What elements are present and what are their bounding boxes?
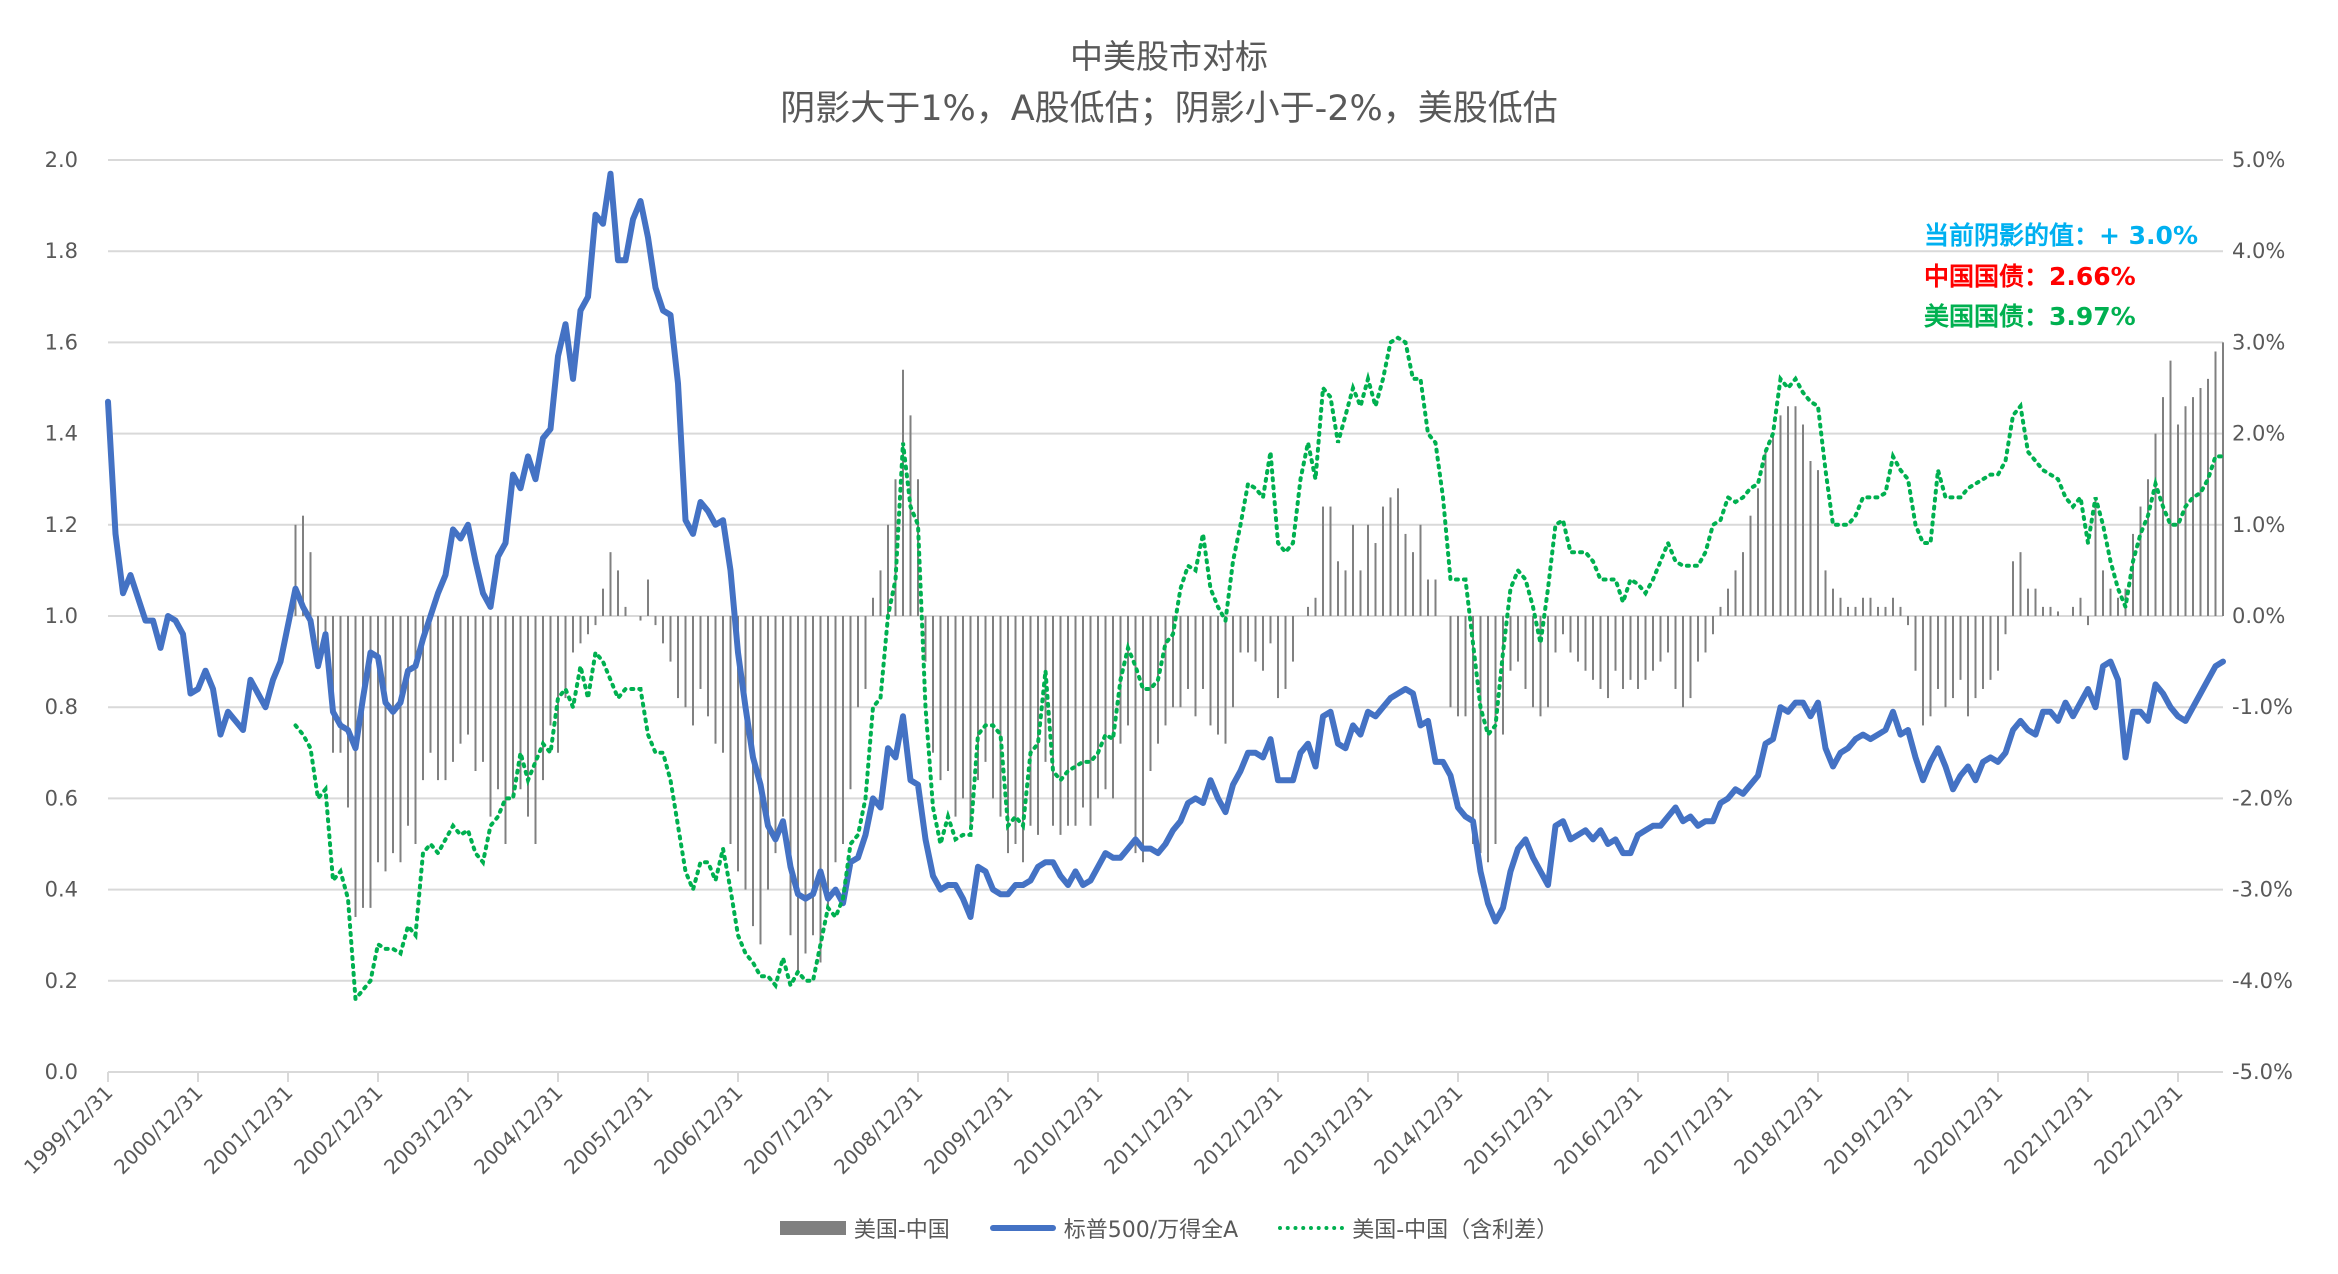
x-tick-label: 2000/12/31 bbox=[109, 1081, 207, 1179]
y-left-tick-label: 0.6 bbox=[45, 786, 78, 810]
y-right-tick-label: -5.0% bbox=[2232, 1060, 2293, 1084]
y-left-tick-label: 2.0 bbox=[45, 148, 78, 172]
y-right-tick-label: 0.0% bbox=[2232, 604, 2285, 628]
x-tick-label: 2020/12/31 bbox=[1909, 1081, 2007, 1179]
x-tick-label: 2015/12/31 bbox=[1459, 1081, 1557, 1179]
y-left-tick-label: 0.4 bbox=[45, 878, 78, 902]
x-tick-label: 2003/12/31 bbox=[379, 1081, 477, 1179]
y-left-tick-label: 1.2 bbox=[45, 513, 78, 537]
line-us-minus-china-with-spread bbox=[293, 335, 2225, 1005]
x-tick-label: 2013/12/31 bbox=[1279, 1081, 1377, 1179]
y-right-tick-label: 1.0% bbox=[2232, 513, 2285, 537]
y-left-tick-label: 1.6 bbox=[45, 330, 78, 354]
chart-title: 中美股市对标 bbox=[1070, 37, 1268, 76]
x-tick-label: 2004/12/31 bbox=[469, 1081, 567, 1179]
x-tick-label: 2018/12/31 bbox=[1729, 1081, 1827, 1179]
annotation-china-bond: 中国国债：2.66% bbox=[1924, 262, 2136, 291]
y-left-tick-label: 1.8 bbox=[45, 239, 78, 263]
x-tick-label: 2002/12/31 bbox=[289, 1081, 387, 1179]
y-right-tick-label: -1.0% bbox=[2232, 695, 2293, 719]
x-tick-label: 2017/12/31 bbox=[1639, 1081, 1737, 1179]
x-tick-label: 2009/12/31 bbox=[919, 1081, 1017, 1179]
y-right-tick-label: -4.0% bbox=[2232, 969, 2293, 993]
x-tick-label: 2008/12/31 bbox=[829, 1081, 927, 1179]
legend-swatch-dotted bbox=[1278, 1226, 1345, 1230]
annotation-current-shadow: 当前阴影的值：+ 3.0% bbox=[1924, 221, 2198, 250]
x-tick-label: 2012/12/31 bbox=[1189, 1081, 1287, 1179]
x-tick-label: 1999/12/31 bbox=[19, 1081, 117, 1179]
y-right-tick-label: 4.0% bbox=[2232, 239, 2285, 263]
legend-swatch-bar bbox=[779, 1221, 846, 1235]
line-sp500-wind-a bbox=[105, 170, 2226, 925]
y-right-tick-label: -2.0% bbox=[2232, 786, 2293, 810]
chart-subtitle: 阴影大于1%，A股低估；阴影小于-2%，美股低估 bbox=[780, 89, 1558, 129]
x-tick-label: 2019/12/31 bbox=[1819, 1081, 1917, 1179]
legend-item-bar: 美国-中国 bbox=[779, 1212, 950, 1244]
x-tick-label: 2001/12/31 bbox=[199, 1081, 297, 1179]
y-right-tick-label: 5.0% bbox=[2232, 148, 2285, 172]
x-tick-label: 2011/12/31 bbox=[1099, 1081, 1197, 1179]
y-left-tick-label: 1.4 bbox=[45, 422, 78, 446]
legend: 美国-中国 标普500/万得全A 美国-中国（含利差） bbox=[0, 1212, 2338, 1244]
y-left-tick-label: 0.2 bbox=[45, 969, 78, 993]
legend-label: 标普500/万得全A bbox=[1063, 1218, 1239, 1243]
x-tick-label: 2010/12/31 bbox=[1009, 1081, 1107, 1179]
x-tick-label: 2016/12/31 bbox=[1549, 1081, 1647, 1179]
legend-swatch-line bbox=[989, 1225, 1056, 1231]
y-left-tick-label: 1.0 bbox=[45, 604, 78, 628]
y-left-tick-label: 0.8 bbox=[45, 695, 78, 719]
x-tick-label: 2021/12/31 bbox=[1999, 1081, 2097, 1179]
x-tick-label: 2005/12/31 bbox=[559, 1081, 657, 1179]
annotation-us-bond: 美国国债：3.97% bbox=[1924, 302, 2136, 331]
legend-label: 美国-中国 bbox=[853, 1218, 950, 1243]
x-tick-label: 2006/12/31 bbox=[649, 1081, 747, 1179]
y-right-tick-label: 2.0% bbox=[2232, 422, 2285, 446]
x-tick-label: 2014/12/31 bbox=[1369, 1081, 1467, 1179]
legend-item-spread: 美国-中国（含利差） bbox=[1278, 1212, 1558, 1244]
x-tick-label: 2007/12/31 bbox=[739, 1081, 837, 1179]
y-left-tick-label: 0.0 bbox=[45, 1060, 78, 1084]
legend-label: 美国-中国（含利差） bbox=[1352, 1218, 1559, 1243]
y-right-tick-label: -3.0% bbox=[2232, 878, 2293, 902]
legend-item-ratio: 标普500/万得全A bbox=[989, 1212, 1239, 1244]
x-tick-label: 2022/12/31 bbox=[2089, 1081, 2187, 1179]
y-right-tick-label: 3.0% bbox=[2232, 330, 2285, 354]
